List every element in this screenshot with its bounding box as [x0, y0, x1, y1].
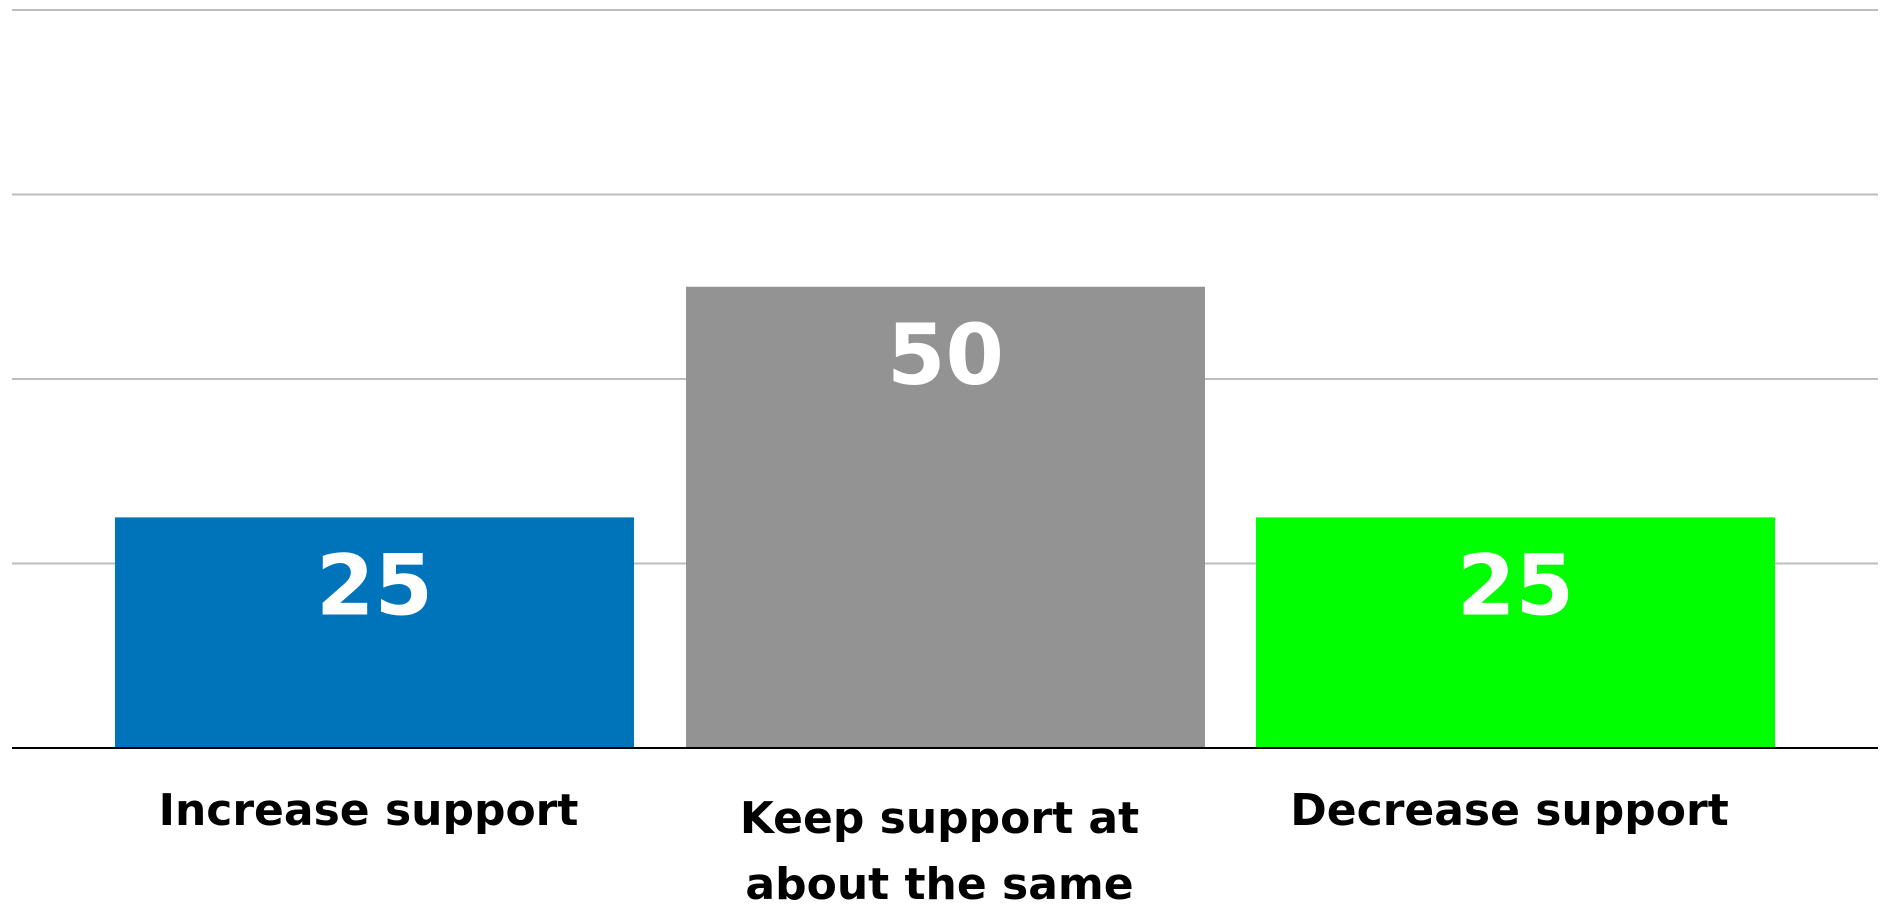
category-label: Keep support at about the same: [740, 793, 1139, 907]
bar-value-label: 25: [316, 536, 433, 634]
category-labels: Increase support Keep support at about the…: [159, 785, 1729, 907]
bar-value-label: 25: [1457, 536, 1574, 634]
bar: [115, 517, 634, 748]
category-label: Decrease support: [1290, 785, 1729, 836]
bar-value-label: 50: [887, 306, 1004, 404]
bar: [1256, 517, 1775, 748]
bars: [115, 286, 1775, 748]
bar: [686, 286, 1205, 748]
category-label: Increase support: [159, 785, 579, 836]
data-labels: 25 50 25: [316, 306, 1574, 635]
